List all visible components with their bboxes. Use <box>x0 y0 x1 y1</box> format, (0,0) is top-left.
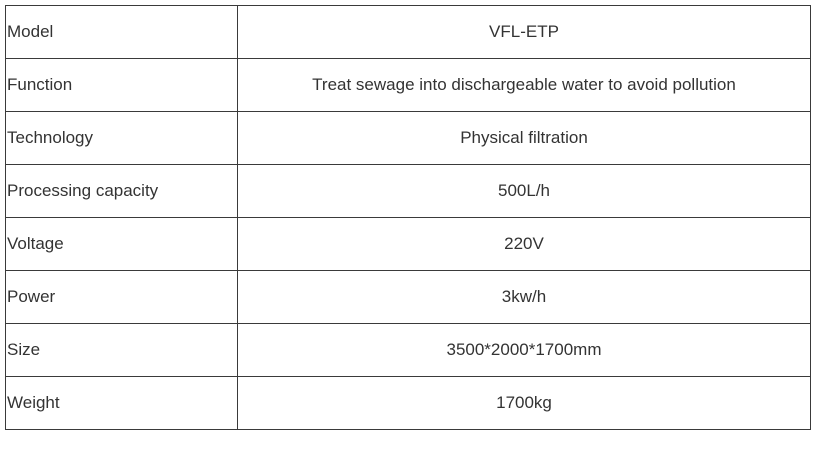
row-label-technology: Technology <box>5 111 238 165</box>
row-label-processing-capacity: Processing capacity <box>5 164 238 218</box>
row-value-technology: Physical filtration <box>237 111 811 165</box>
row-value-processing-capacity: 500L/h <box>237 164 811 218</box>
table-row-function: Function Treat sewage into dischargeable… <box>5 58 811 112</box>
table-row-technology: Technology Physical filtration <box>5 111 811 165</box>
table-row-model: Model VFL-ETP <box>5 5 811 59</box>
table-row-size: Size 3500*2000*1700mm <box>5 323 811 377</box>
row-label-weight: Weight <box>5 376 238 430</box>
row-value-model: VFL-ETP <box>237 5 811 59</box>
row-label-voltage: Voltage <box>5 217 238 271</box>
table-row-processing-capacity: Processing capacity 500L/h <box>5 164 811 218</box>
table-row-weight: Weight 1700kg <box>5 376 811 430</box>
spec-table: Model VFL-ETP Function Treat sewage into… <box>5 5 811 430</box>
row-label-size: Size <box>5 323 238 377</box>
row-value-power: 3kw/h <box>237 270 811 324</box>
row-label-function: Function <box>5 58 238 112</box>
row-value-function: Treat sewage into dischargeable water to… <box>237 58 811 112</box>
table-row-power: Power 3kw/h <box>5 270 811 324</box>
row-label-model: Model <box>5 5 238 59</box>
table-row-voltage: Voltage 220V <box>5 217 811 271</box>
row-value-weight: 1700kg <box>237 376 811 430</box>
row-value-voltage: 220V <box>237 217 811 271</box>
row-label-power: Power <box>5 270 238 324</box>
row-value-size: 3500*2000*1700mm <box>237 323 811 377</box>
